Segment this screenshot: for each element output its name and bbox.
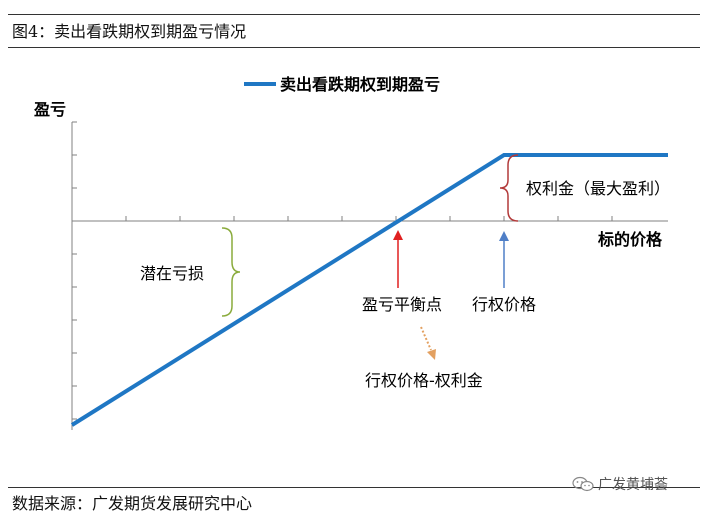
y-axis-ticks: [72, 121, 77, 420]
strike-label: 行权价格: [472, 295, 536, 314]
figure-title: 图4：卖出看跌期权到期盈亏情况: [12, 22, 247, 41]
y-axis-label: 盈亏: [33, 100, 66, 119]
formula-arrowhead: [427, 349, 436, 360]
title-rule: [8, 47, 700, 48]
watermark-label: 广发黄埔荟: [598, 477, 668, 493]
potential-loss-label: 潜在亏损: [140, 264, 204, 283]
formula-arrow: [420, 326, 432, 351]
payoff-line: [70, 153, 668, 427]
breakeven-formula-label: 行权价格-权利金: [365, 371, 483, 390]
x-axis-ticks: [125, 216, 613, 221]
x-axis-label: 标的价格: [597, 230, 663, 249]
max-profit-label: 权利金（最大盈利）: [526, 179, 670, 198]
legend-label: 卖出看跌期权到期盈亏: [280, 75, 440, 94]
max-profit-brace: [499, 154, 519, 222]
source-note: 数据来源：广发期货发展研究中心: [12, 494, 253, 513]
watermark: 广发黄埔荟: [572, 474, 668, 494]
strike-arrowhead: [499, 231, 509, 241]
breakeven-label: 盈亏平衡点: [362, 295, 442, 314]
breakeven-arrowhead: [393, 230, 403, 240]
bottom-rule: [8, 487, 700, 488]
wechat-icon: [572, 476, 594, 492]
top-rule: [8, 14, 700, 15]
potential-loss-brace: [221, 227, 241, 317]
